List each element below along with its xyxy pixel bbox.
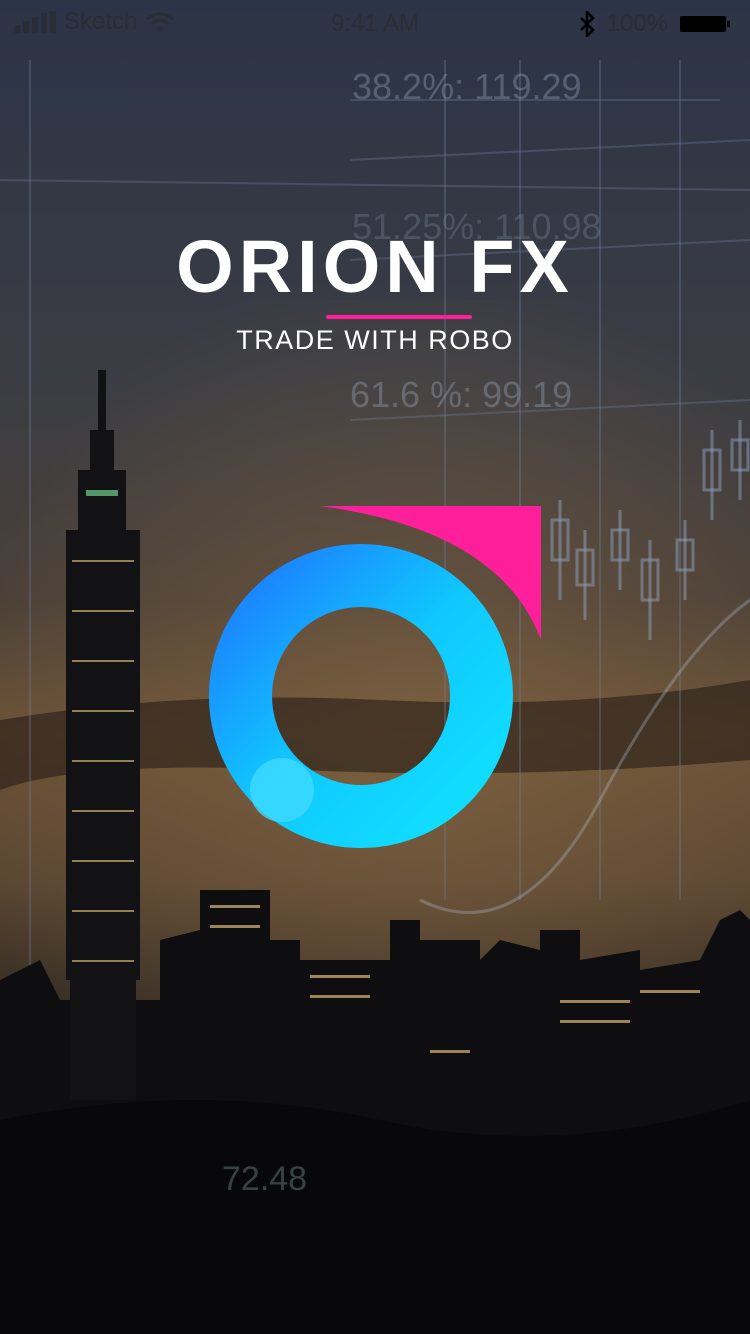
battery-icon [680,16,730,32]
chart-label-5125: 51.25%: 110.98 [352,206,602,247]
battery-percent: 100% [606,10,668,37]
orion-logo [208,506,541,848]
chart-label-382: 38.2%: 119.29 [352,66,582,107]
status-bar: Sketch 9:41 AM 100% [0,0,750,44]
chart-label-616: 61.6 %: 99.19 [350,374,573,415]
chart-label-7248: 72.48 [222,1160,308,1198]
signal-icon [14,11,56,33]
status-time: 9:41 AM [330,10,420,37]
carrier-label: Sketch [64,8,138,35]
title-divider [326,315,472,319]
app-tagline: TRADE WITH ROBO [236,325,514,355]
bluetooth-icon [579,11,595,37]
wifi-icon [146,12,175,32]
app-title: ORION FX [176,225,574,308]
